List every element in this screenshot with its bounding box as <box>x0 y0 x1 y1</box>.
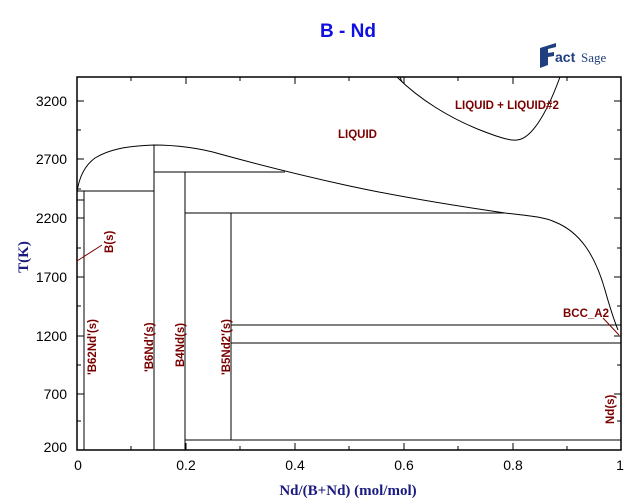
label-b62nd: 'B62Nd'(s) <box>87 319 99 375</box>
leader-lines <box>76 244 620 336</box>
y-tick-label: 3200 <box>36 93 67 109</box>
x-tick-label: 0.2 <box>176 457 196 473</box>
label-liquid: LIQUID <box>338 129 377 141</box>
label-b-solid: B(s) <box>104 230 116 253</box>
phase-boundaries <box>76 76 621 450</box>
y-tick-label: 700 <box>44 386 68 402</box>
y-tick-label: 1200 <box>36 328 67 344</box>
miscibility-gap-curve <box>396 76 561 141</box>
y-ticks <box>77 100 621 422</box>
y-tick-label: 2200 <box>36 210 67 226</box>
y-axis-label: T(K) <box>16 241 32 273</box>
chart-title: B - Nd <box>320 21 376 42</box>
factsage-logo: act Sage <box>540 43 607 68</box>
label-liquid-liquid2: LIQUID + LIQUID#2 <box>455 100 559 112</box>
y-tick-labels: 200 700 1200 1700 2200 2700 3200 <box>36 93 67 455</box>
x-tick-label: 0.8 <box>503 457 523 473</box>
label-bcc-a2: BCC_A2 <box>563 308 609 320</box>
x-tick-label: 0.6 <box>394 457 414 473</box>
x-axis-label: Nd/(B+Nd) (mol/mol) <box>279 483 416 499</box>
y-tick-label: 1700 <box>36 269 67 285</box>
x-tick-label: 0.4 <box>285 457 305 473</box>
liquidus-curve <box>76 144 619 331</box>
gap-tick <box>399 76 403 83</box>
x-tick-label: 1 <box>616 457 624 473</box>
logo-text: act <box>555 49 576 65</box>
label-nd-solid: Nd(s) <box>605 394 617 424</box>
y-tick-label: 200 <box>44 439 68 455</box>
label-b4nd: B4Nd(s) <box>175 323 187 367</box>
x-tick-label: 0 <box>74 457 82 473</box>
y-tick-label: 2700 <box>36 151 67 167</box>
x-tick-labels: 0 0.2 0.4 0.6 0.8 1 <box>74 457 624 473</box>
logo-text-sage: Sage <box>581 50 607 65</box>
label-b5nd2: 'B5Nd2'(s) <box>221 319 233 375</box>
phase-labels: LIQUID LIQUID + LIQUID#2 B(s) 'B62Nd'(s)… <box>87 100 617 424</box>
logo-mark-icon <box>540 43 556 68</box>
label-b6nd: 'B6Nd'(s) <box>144 322 156 372</box>
x-ticks <box>130 77 568 450</box>
